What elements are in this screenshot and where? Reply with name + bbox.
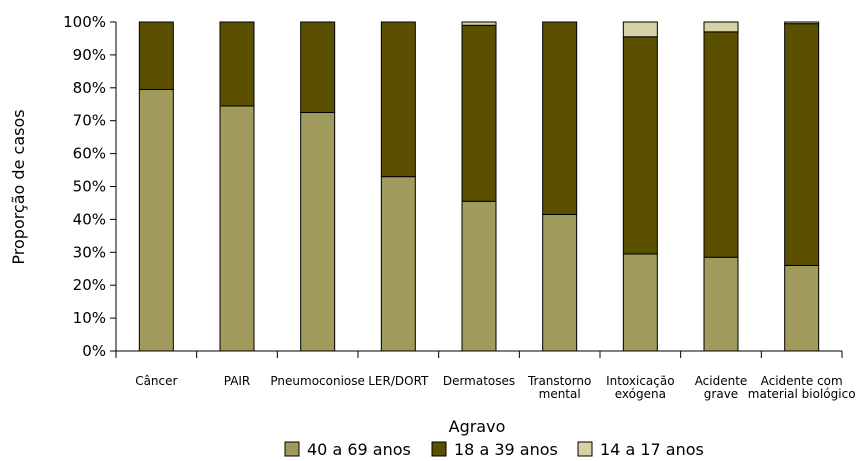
legend-swatch — [577, 441, 593, 457]
x-axis: Câncer PAIR Pneumoconiose LER/DORT Dermatose… — [115, 350, 856, 401]
x-tick-label: PAIR — [224, 374, 251, 388]
y-axis-title: Proporção de casos — [9, 109, 28, 264]
y-tick-label: 100% — [63, 13, 106, 31]
legend-label: 40 a 69 anos — [307, 440, 411, 459]
bar-segment-2 — [138, 21, 174, 90]
bar-segment-1 — [138, 88, 174, 352]
x-tick-label: Pneumoconiose — [270, 374, 365, 388]
x-tick-label: Transtorno — [527, 374, 591, 388]
y-axis: 0% 10% 20% 30% 40% 50% 60% 70% 80% 90% 100% — [63, 13, 117, 360]
y-tick-label: 10% — [73, 309, 106, 327]
bar-segment-2 — [542, 21, 578, 215]
bar-segment-1 — [461, 200, 497, 352]
bars — [138, 21, 820, 352]
legend-label: 18 a 39 anos — [454, 440, 558, 459]
legend: 40 a 69 anos 18 a 39 anos 14 a 17 anos — [284, 440, 704, 459]
x-tick-label: exógena — [615, 387, 666, 401]
x-axis-title: Agravo — [449, 417, 506, 436]
bar-segment-1 — [219, 105, 255, 352]
legend-swatch — [431, 441, 447, 457]
x-tick-label: LER/DORT — [368, 374, 429, 388]
legend-swatch — [284, 441, 300, 457]
bar-segment-2 — [784, 23, 820, 266]
bar-segment-2 — [622, 36, 658, 255]
x-tick-label: Acidente — [695, 374, 748, 388]
bar-segment-2 — [380, 21, 416, 178]
y-tick-label: 80% — [73, 79, 106, 97]
bar-segment-2 — [461, 24, 497, 202]
bar-segment-1 — [784, 264, 820, 352]
x-tick-label: material biológico — [748, 387, 856, 401]
y-tick-label: 30% — [73, 243, 106, 261]
y-tick-label: 70% — [73, 112, 106, 130]
x-tick-label: mental — [539, 387, 581, 401]
bar-segment-3 — [784, 21, 820, 25]
x-tick-label: Dermatoses — [443, 374, 515, 388]
bar-segment-1 — [380, 176, 416, 352]
bar-segment-2 — [703, 31, 739, 258]
y-tick-label: 90% — [73, 46, 106, 64]
bar-segment-1 — [542, 213, 578, 352]
bar-segment-1 — [703, 256, 739, 352]
bar-segment-3 — [703, 21, 739, 33]
y-tick-label: 50% — [73, 178, 106, 196]
bar-segment-2 — [219, 21, 255, 107]
x-tick-label: grave — [704, 387, 738, 401]
y-tick-label: 0% — [82, 342, 106, 360]
bar-segment-2 — [300, 21, 336, 113]
y-tick-label: 20% — [73, 276, 106, 294]
y-tick-label: 60% — [73, 145, 106, 163]
legend-label: 14 a 17 anos — [600, 440, 704, 459]
bar-segment-3 — [622, 21, 658, 38]
x-tick-label: Câncer — [135, 374, 177, 388]
bar-segment-1 — [300, 111, 336, 352]
bar-segment-3 — [461, 21, 497, 26]
x-tick-label: Intoxicação — [606, 374, 675, 388]
x-tick-label: Acidente com — [761, 374, 843, 388]
bar-segment-1 — [622, 253, 658, 352]
y-tick-label: 40% — [73, 210, 106, 228]
